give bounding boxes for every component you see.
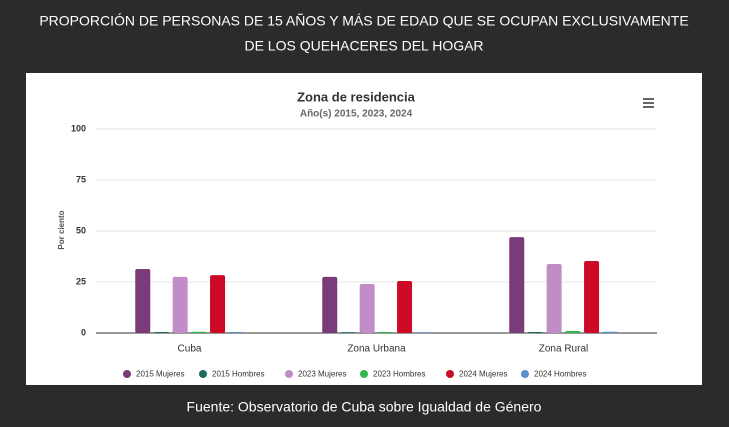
header-title: DE LOS QUEHACERES DEL HOGAR	[244, 38, 483, 54]
legend-marker	[123, 370, 131, 378]
menu-icon-bar	[643, 106, 654, 108]
legend-label: 2023 Hombres	[373, 370, 425, 379]
bar	[527, 331, 543, 333]
bar	[415, 332, 431, 333]
bar	[565, 330, 581, 333]
menu-button[interactable]	[643, 98, 654, 108]
bar	[153, 331, 169, 333]
bar	[546, 264, 562, 333]
bar	[359, 284, 375, 333]
y-tick-label: 0	[81, 327, 86, 337]
header-title: PROPORCIÓN DE PERSONAS DE 15 AÑOS Y MÁS …	[39, 13, 688, 29]
x-tick-label: Zona Urbana	[347, 344, 406, 355]
legend-label: 2024 Hombres	[534, 370, 586, 379]
legend-label: 2015 Mujeres	[136, 370, 184, 379]
y-tick-label: 100	[71, 123, 86, 133]
legend-marker	[360, 370, 368, 378]
bar	[228, 331, 244, 333]
y-axis-title: Por ciento	[57, 210, 66, 249]
legend-marker	[199, 370, 207, 378]
x-tick-label: Zona Rural	[539, 344, 588, 355]
bar	[210, 275, 226, 333]
bar	[172, 276, 188, 333]
bar	[135, 268, 151, 333]
legend-label: 2023 Mujeres	[298, 370, 346, 379]
bar	[509, 237, 525, 333]
x-tick-label: Cuba	[178, 344, 202, 355]
y-tick-label: 75	[76, 174, 86, 184]
legend-label: 2015 Hombres	[212, 370, 264, 379]
legend-marker	[521, 370, 529, 378]
bar	[191, 331, 207, 333]
footer-source: Fuente: Observatorio de Cuba sobre Igual…	[187, 399, 542, 415]
y-tick-label: 25	[76, 276, 86, 286]
chart-subtitle: Año(s) 2015, 2023, 2024	[300, 109, 413, 120]
bar	[602, 331, 618, 333]
menu-icon-bar	[643, 98, 654, 100]
y-tick-label: 50	[76, 225, 86, 235]
legend-label: 2024 Mujeres	[459, 370, 507, 379]
legend-marker	[446, 370, 454, 378]
bar	[322, 276, 338, 333]
bar	[584, 260, 600, 333]
bar	[340, 332, 356, 333]
bar	[378, 331, 394, 333]
chart-panel	[26, 73, 702, 385]
chart-title: Zona de residencia	[297, 89, 416, 104]
legend-marker	[285, 370, 293, 378]
bar	[397, 280, 413, 333]
menu-icon-bar	[643, 102, 654, 104]
